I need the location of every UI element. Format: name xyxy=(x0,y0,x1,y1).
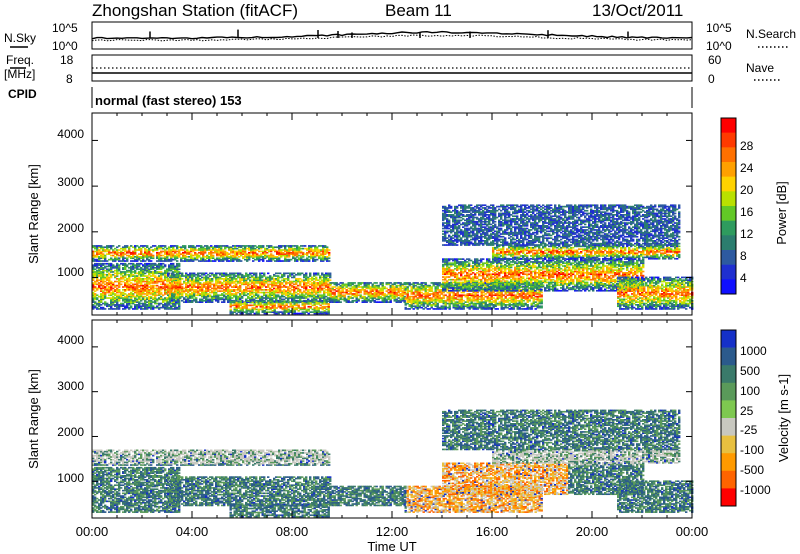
nsearch-tick-bottom: 10^0 xyxy=(706,39,732,53)
power-cell xyxy=(120,284,122,286)
nsky-trace xyxy=(92,32,692,39)
power-cell xyxy=(326,246,328,248)
beam-label: Beam 11 xyxy=(385,1,452,20)
power-cell xyxy=(178,268,180,270)
freq-unit-label: [MHz] xyxy=(4,67,35,81)
power-cell xyxy=(328,252,330,254)
freq-tick-bottom: 8 xyxy=(66,72,73,86)
freq-tick-top: 18 xyxy=(60,53,74,67)
nsearch-tick-top: 10^5 xyxy=(706,21,732,35)
nave-tick-bottom: 0 xyxy=(708,72,715,86)
power-cell xyxy=(150,260,152,262)
nave-tick-top: 60 xyxy=(708,53,722,67)
power-cell xyxy=(181,278,183,280)
date-label: 13/Oct/2011 xyxy=(592,1,683,20)
nsky-label: N.Sky xyxy=(4,31,36,45)
power-panel: Slant Range [km] 4000 3000 2000 1000 28 … xyxy=(26,113,789,315)
power-cell xyxy=(118,289,120,291)
power-cell xyxy=(195,297,197,299)
nsky-tick-top: 10^5 xyxy=(52,21,78,35)
nsky-strip: N.Sky 10^5 10^0 10^5 10^0 N.Search xyxy=(4,21,796,53)
nsky-frame xyxy=(92,22,692,49)
power-cell xyxy=(146,245,148,247)
power-cell xyxy=(181,273,183,275)
station-title: Zhongshan Station (fitACF) xyxy=(92,1,298,20)
power-cell xyxy=(104,308,106,310)
cpid-value: normal (fast stereo) 153 xyxy=(95,93,242,108)
power-cell xyxy=(304,245,306,247)
power-cell xyxy=(172,263,174,265)
nsky-tick-bottom: 10^0 xyxy=(52,39,78,53)
power-cell xyxy=(240,260,242,262)
power-cell xyxy=(328,249,330,251)
power-cell xyxy=(118,245,120,247)
nsearch-label: N.Search xyxy=(746,27,796,41)
nave-label: Nave xyxy=(746,61,774,75)
power-heatmap xyxy=(92,204,693,314)
power-cell xyxy=(176,260,178,262)
power-cell xyxy=(160,292,162,294)
power-cell xyxy=(328,260,330,262)
power-cell xyxy=(178,263,180,265)
cpid-label: CPID xyxy=(8,87,37,101)
power-cell xyxy=(152,255,154,257)
power-cell xyxy=(328,257,330,259)
power-cell xyxy=(164,245,166,247)
freq-strip: Freq. [MHz] 18 8 60 0 Nave xyxy=(4,53,780,86)
power-cell xyxy=(164,264,166,266)
power-cell xyxy=(262,245,264,247)
power-cell xyxy=(167,273,169,275)
radar-summary-plot: Zhongshan Station (fitACF) Beam 11 13/Oc… xyxy=(0,0,800,554)
power-cell xyxy=(130,305,132,307)
freq-label: Freq. xyxy=(6,53,34,67)
power-cell xyxy=(184,245,186,247)
power-cell xyxy=(212,255,214,257)
cpid-strip: CPID normal (fast stereo) 153 xyxy=(8,87,692,108)
power-cell xyxy=(112,245,114,247)
